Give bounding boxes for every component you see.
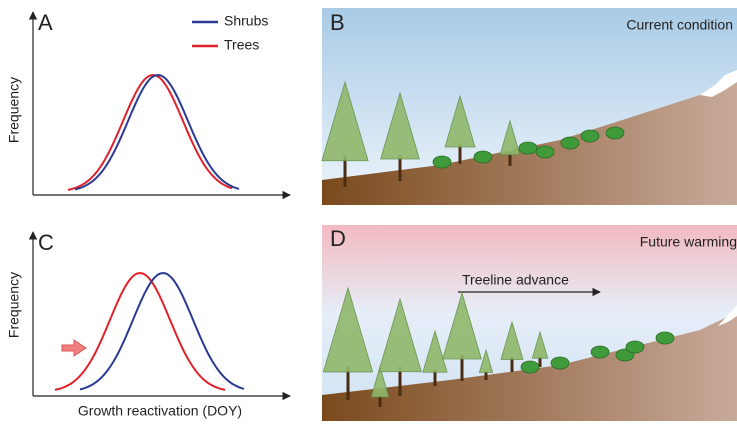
tree-trunk [433,369,437,386]
shift-arrow [61,339,87,357]
tree-crown [378,297,422,373]
tree-crown [444,94,476,148]
tree-crown [442,291,482,360]
tree-trunk [343,155,347,187]
shrub [625,340,645,354]
shrub [655,331,675,345]
tree-trunk [398,154,402,181]
curve [54,272,226,391]
y-axis-label: Frequency [6,272,22,338]
panel-label: D [330,226,346,251]
tree-crown [321,80,369,162]
tree-crown [478,348,494,373]
tree-trunk [460,354,464,381]
legend-entry: Trees [224,37,259,53]
tree-trunk [510,357,514,372]
shrub [590,345,610,359]
shrub [550,356,570,370]
tree-crown [322,286,374,373]
panel-label: B [330,10,345,35]
shrub [520,360,540,374]
panel-b [322,8,737,205]
tree-crown [500,320,524,360]
tree-crown [531,330,549,359]
shrub [432,155,452,169]
tree-trunk [484,371,488,380]
y-axis-label: Frequency [6,77,22,143]
tree-trunk [398,366,402,396]
panel-d [322,225,737,421]
annotation: Treeline advance [462,272,569,288]
tree-crown [380,91,420,160]
tree-crown [422,329,448,373]
shrub [518,141,538,155]
caption: Current condition [626,17,733,33]
axes-a [28,11,291,200]
curve [79,272,245,391]
x-axis-label: Growth reactivation (DOY) [78,403,242,419]
tree-crown [370,365,390,398]
shrub [535,145,555,159]
shrub [605,126,625,140]
shrub [580,129,600,143]
tree-trunk [458,143,462,164]
curve [67,74,233,191]
shrub [473,150,493,164]
legend-entry: Shrubs [224,13,268,29]
tree-trunk [508,152,512,166]
curve [74,74,240,191]
tree-trunk [538,356,542,367]
caption: Future warming [640,234,737,250]
tree-trunk [346,366,350,400]
tree-trunk [378,395,382,407]
panel-label: A [38,10,53,35]
axes-c [28,231,291,401]
panel-label: C [38,230,54,255]
shrub [560,136,580,150]
tree-crown [499,119,521,156]
